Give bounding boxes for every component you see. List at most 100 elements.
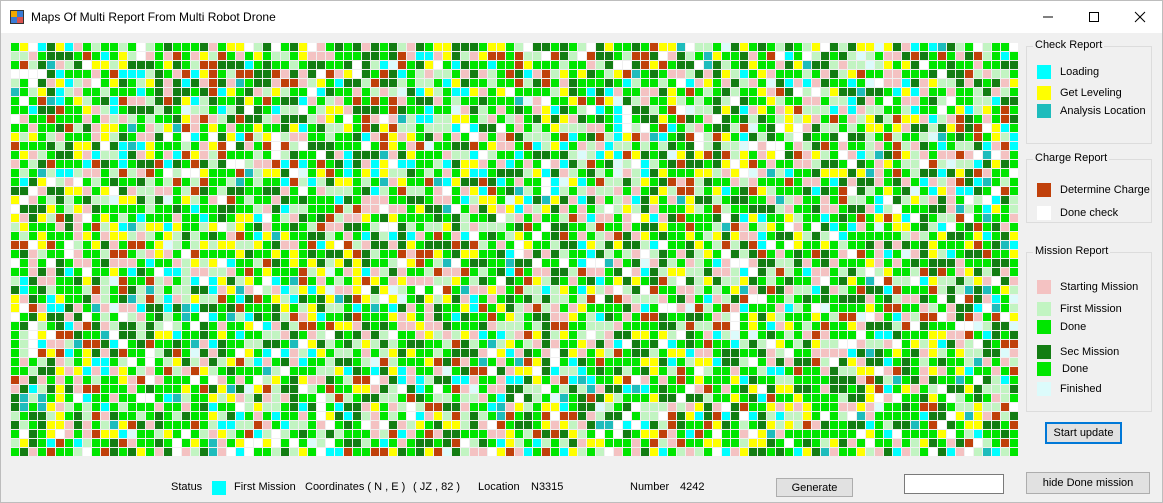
map-cell[interactable] <box>974 106 982 114</box>
map-cell[interactable] <box>335 133 343 141</box>
map-cell[interactable] <box>920 313 928 321</box>
map-cell[interactable] <box>884 214 892 222</box>
map-cell[interactable] <box>290 61 298 69</box>
map-cell[interactable] <box>299 169 307 177</box>
map-cell[interactable] <box>992 115 1000 123</box>
map-cell[interactable] <box>434 169 442 177</box>
map-cell[interactable] <box>56 52 64 60</box>
map-cell[interactable] <box>326 61 334 69</box>
map-cell[interactable] <box>551 61 559 69</box>
map-cell[interactable] <box>191 97 199 105</box>
map-cell[interactable] <box>776 160 784 168</box>
map-cell[interactable] <box>911 241 919 249</box>
map-cell[interactable] <box>704 394 712 402</box>
map-cell[interactable] <box>749 115 757 123</box>
map-cell[interactable] <box>38 43 46 51</box>
map-cell[interactable] <box>911 430 919 438</box>
map-cell[interactable] <box>56 268 64 276</box>
map-cell[interactable] <box>659 340 667 348</box>
map-cell[interactable] <box>344 133 352 141</box>
map-cell[interactable] <box>578 403 586 411</box>
map-cell[interactable] <box>704 331 712 339</box>
map-cell[interactable] <box>263 88 271 96</box>
map-cell[interactable] <box>992 241 1000 249</box>
map-cell[interactable] <box>38 358 46 366</box>
map-cell[interactable] <box>641 304 649 312</box>
map-cell[interactable] <box>938 61 946 69</box>
map-cell[interactable] <box>119 313 127 321</box>
map-cell[interactable] <box>101 358 109 366</box>
map-cell[interactable] <box>641 367 649 375</box>
map-cell[interactable] <box>542 196 550 204</box>
map-cell[interactable] <box>641 205 649 213</box>
map-cell[interactable] <box>884 178 892 186</box>
map-cell[interactable] <box>776 385 784 393</box>
map-cell[interactable] <box>614 268 622 276</box>
map-cell[interactable] <box>11 340 19 348</box>
map-cell[interactable] <box>821 196 829 204</box>
map-cell[interactable] <box>776 115 784 123</box>
map-cell[interactable] <box>173 349 181 357</box>
map-cell[interactable] <box>425 268 433 276</box>
map-cell[interactable] <box>848 340 856 348</box>
map-cell[interactable] <box>218 115 226 123</box>
map-cell[interactable] <box>497 385 505 393</box>
map-cell[interactable] <box>227 394 235 402</box>
map-cell[interactable] <box>614 160 622 168</box>
map-cell[interactable] <box>119 241 127 249</box>
map-cell[interactable] <box>227 313 235 321</box>
map-cell[interactable] <box>425 196 433 204</box>
map-cell[interactable] <box>290 115 298 123</box>
map-cell[interactable] <box>164 295 172 303</box>
map-cell[interactable] <box>659 169 667 177</box>
map-cell[interactable] <box>884 223 892 231</box>
map-cell[interactable] <box>128 268 136 276</box>
map-cell[interactable] <box>920 331 928 339</box>
map-cell[interactable] <box>218 313 226 321</box>
map-cell[interactable] <box>947 313 955 321</box>
map-cell[interactable] <box>920 88 928 96</box>
map-cell[interactable] <box>443 313 451 321</box>
map-cell[interactable] <box>200 322 208 330</box>
map-cell[interactable] <box>398 223 406 231</box>
map-cell[interactable] <box>974 241 982 249</box>
map-cell[interactable] <box>452 160 460 168</box>
map-cell[interactable] <box>227 367 235 375</box>
map-cell[interactable] <box>236 304 244 312</box>
map-cell[interactable] <box>38 421 46 429</box>
map-cell[interactable] <box>920 196 928 204</box>
map-cell[interactable] <box>263 250 271 258</box>
map-cell[interactable] <box>299 403 307 411</box>
map-cell[interactable] <box>929 430 937 438</box>
map-cell[interactable] <box>389 169 397 177</box>
map-cell[interactable] <box>731 277 739 285</box>
map-cell[interactable] <box>74 97 82 105</box>
map-cell[interactable] <box>254 394 262 402</box>
map-cell[interactable] <box>992 178 1000 186</box>
map-cell[interactable] <box>902 115 910 123</box>
map-cell[interactable] <box>902 241 910 249</box>
map-cell[interactable] <box>326 88 334 96</box>
map-cell[interactable] <box>29 88 37 96</box>
map-cell[interactable] <box>551 313 559 321</box>
map-cell[interactable] <box>812 268 820 276</box>
map-cell[interactable] <box>830 286 838 294</box>
map-cell[interactable] <box>776 367 784 375</box>
map-cell[interactable] <box>128 349 136 357</box>
map-cell[interactable] <box>470 268 478 276</box>
map-cell[interactable] <box>668 142 676 150</box>
map-cell[interactable] <box>407 385 415 393</box>
map-cell[interactable] <box>326 124 334 132</box>
map-cell[interactable] <box>38 250 46 258</box>
map-cell[interactable] <box>362 133 370 141</box>
map-cell[interactable] <box>56 142 64 150</box>
map-cell[interactable] <box>407 259 415 267</box>
map-cell[interactable] <box>353 340 361 348</box>
map-cell[interactable] <box>389 394 397 402</box>
map-cell[interactable] <box>101 214 109 222</box>
map-cell[interactable] <box>128 97 136 105</box>
map-cell[interactable] <box>497 187 505 195</box>
map-cell[interactable] <box>227 250 235 258</box>
map-cell[interactable] <box>362 403 370 411</box>
map-cell[interactable] <box>686 385 694 393</box>
